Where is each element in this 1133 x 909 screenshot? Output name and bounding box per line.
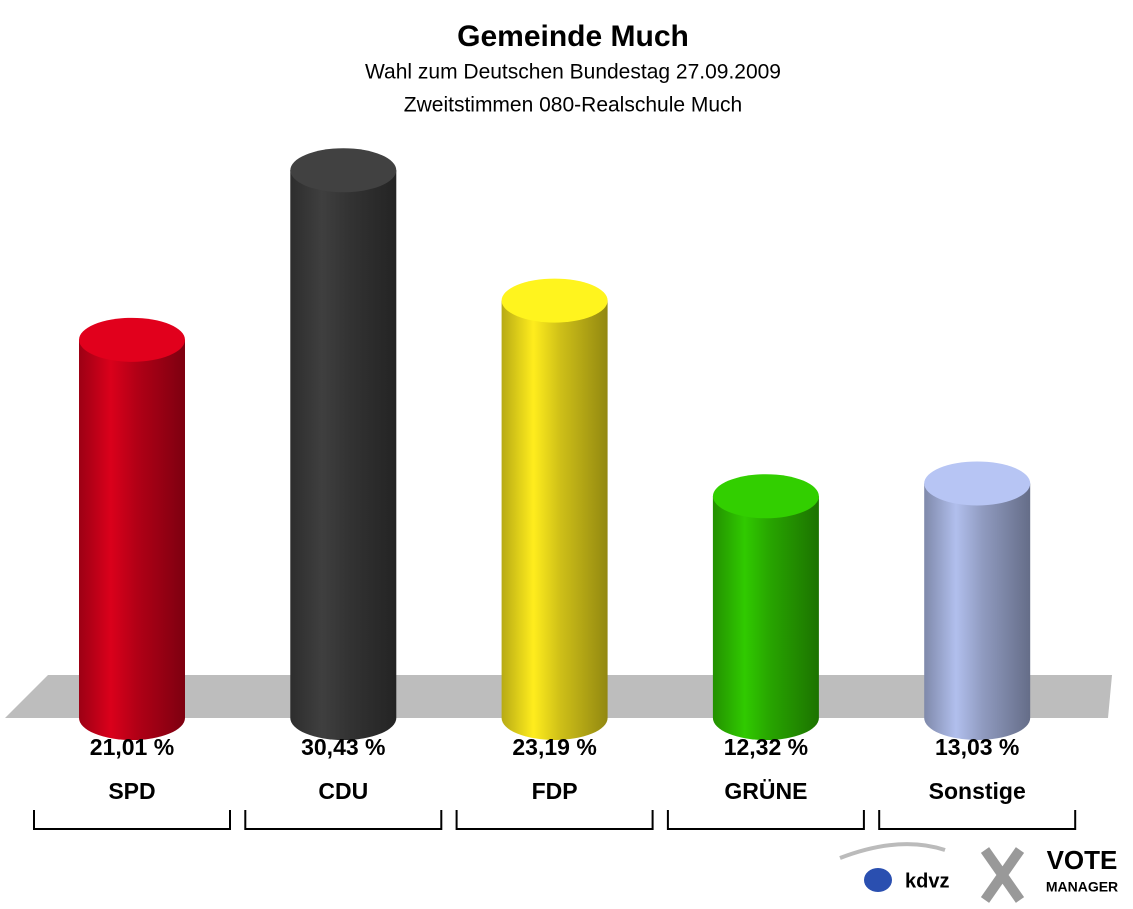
logo-x [980, 847, 1025, 903]
bar-top [290, 148, 397, 193]
chart-subtitle: Wahl zum Deutschen Bundestag 27.09.2009 [365, 61, 781, 84]
bar-top [924, 461, 1031, 506]
logo-swoosh [839, 842, 946, 860]
chart-subtitle: Zweitstimmen 080-Realschule Much [404, 94, 742, 117]
bar-top [501, 278, 608, 323]
logo-text: MANAGER [1046, 879, 1118, 895]
category-label: Sonstige [929, 778, 1026, 804]
value-label: 23,19 % [512, 734, 596, 760]
value-label: 21,01 % [90, 734, 174, 760]
category-bracket [244, 810, 443, 830]
bar [712, 496, 819, 740]
bar [290, 170, 397, 740]
bar [501, 300, 608, 740]
category-label: FDP [532, 778, 578, 804]
bar [79, 339, 185, 740]
value-label: 30,43 % [301, 734, 385, 760]
bar [924, 483, 1031, 740]
category-label: SPD [108, 778, 155, 804]
category-bracket [33, 810, 231, 830]
logo: kdvz VOTE MANAGER [839, 842, 1118, 903]
category-bracket [455, 810, 654, 830]
category-label: CDU [318, 778, 368, 804]
bar-top [712, 474, 819, 519]
category-label: GRÜNE [724, 778, 807, 804]
value-label: 13,03 % [935, 734, 1019, 760]
logo-text: kdvz [905, 870, 949, 892]
bar-top [79, 317, 185, 362]
value-label: 12,32 % [724, 734, 808, 760]
logo-icon [864, 868, 892, 892]
chart-title: Gemeinde Much [457, 20, 689, 53]
logo-text: VOTE [1047, 845, 1118, 875]
category-bracket [878, 810, 1077, 830]
category-bracket [666, 810, 865, 830]
bars: 21,01 % SPD 30,43 % CDU 23,19 % FDP 12,32 % GRÜ… [33, 148, 1077, 830]
